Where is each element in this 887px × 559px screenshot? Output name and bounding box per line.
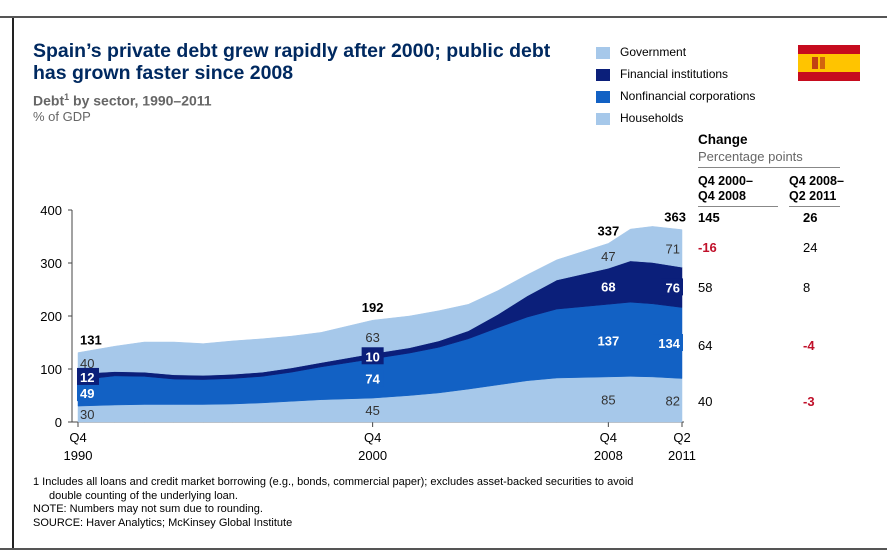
change-col1-line1: Q4 2000–	[698, 174, 753, 188]
label-box	[361, 347, 384, 365]
x-tick-label-line2: 2000	[358, 448, 387, 463]
segment-value-label: 49	[80, 386, 94, 401]
change-rule-top	[698, 167, 840, 168]
segment-value-label: 85	[601, 392, 615, 407]
change-value-col2: -3	[803, 394, 815, 409]
label-box	[653, 334, 683, 352]
change-subheading: Percentage points	[698, 149, 803, 164]
total-value-label: 192	[362, 300, 384, 315]
area-government	[77, 226, 683, 376]
segment-value-label: 63	[365, 330, 379, 345]
legend-label-financial-institutions: Financial institutions	[620, 67, 729, 81]
footnote-1: 1 Includes all loans and credit market b…	[33, 476, 634, 488]
y-tick-label: 0	[55, 415, 62, 430]
legend-label-nonfinancial-corporations: Nonfinancial corporations	[620, 89, 756, 103]
source-text: SOURCE: Haver Analytics; McKinsey Global…	[33, 516, 293, 529]
legend-swatch-government	[596, 47, 610, 59]
segment-value-label: 45	[365, 403, 379, 418]
segment-value-label: 30	[80, 407, 94, 422]
left-frame-border	[12, 18, 14, 548]
change-heading: Change	[698, 132, 748, 147]
total-value-label: 363	[664, 210, 686, 225]
segment-value-label: 68	[601, 279, 615, 294]
total-value-label: 131	[80, 333, 102, 348]
change-value-col2: 24	[803, 240, 817, 255]
segment-value-label: 47	[601, 249, 615, 264]
x-tick-label-line1: Q2	[673, 430, 690, 445]
segment-value-label: 82	[666, 393, 680, 408]
label-box	[361, 369, 384, 387]
note-text: NOTE: Numbers may not sum due to roundin…	[33, 503, 263, 515]
y-tick-label: 200	[40, 309, 62, 324]
segment-value-label: 74	[365, 372, 380, 387]
x-tick-label-line1: Q4	[600, 430, 617, 445]
legend-label-households: Households	[620, 111, 684, 125]
footnotes: 1 Includes all loans and credit market b…	[33, 476, 853, 530]
segment-value-label: 137	[597, 334, 619, 349]
change-col2-line2: Q2 2011	[789, 189, 837, 203]
y-tick-label: 100	[40, 362, 62, 377]
subtitle-main: Debt	[33, 92, 65, 109]
label-box	[77, 384, 99, 402]
total-value-label: 337	[597, 223, 619, 238]
area-layer	[77, 226, 683, 423]
label-box	[661, 278, 683, 296]
legend-swatch-nonfinancial-corporations	[596, 91, 610, 103]
x-tick-label-line2: 2011	[668, 448, 696, 463]
x-tick-label-line2: 2008	[594, 448, 623, 463]
footnote-1-continued: double counting of the underlying loan.	[49, 489, 238, 502]
change-value-col1: 40	[698, 394, 712, 409]
segment-value-label: 76	[666, 280, 680, 295]
segment-value-label: 134	[658, 336, 680, 351]
x-tick-label-line1: Q4	[364, 430, 381, 445]
chart-title: Spain’s private debt grew rapidly after …	[33, 40, 551, 84]
change-col2-line1: Q4 2008–	[789, 174, 844, 188]
subtitle-rest: by sector, 1990–2011	[69, 92, 212, 109]
change-value-col1: 58	[698, 280, 712, 295]
segment-value-label: 10	[365, 349, 379, 364]
y-tick-label: 300	[40, 256, 62, 271]
change-col2-heading: Q4 2008– Q2 2011	[789, 174, 844, 204]
change-col1-heading: Q4 2000– Q4 2008	[698, 174, 753, 204]
footnote-marker: 1	[64, 92, 70, 102]
chart-subtitle: Debt1 by sector, 1990–2011	[33, 92, 212, 109]
legend-swatch-households	[596, 113, 610, 125]
change-rule-col1	[698, 206, 778, 207]
unit-label: % of GDP	[33, 109, 91, 124]
change-value-col1: 64	[698, 338, 712, 353]
y-tick-label: 400	[40, 203, 62, 218]
change-value-col2: 8	[803, 280, 810, 295]
legend-label-government: Government	[620, 45, 687, 59]
change-value-col1: 145	[698, 210, 720, 225]
change-value-col2: -4	[803, 338, 815, 353]
legend-swatch-financial-institutions	[596, 69, 610, 81]
label-box	[77, 367, 99, 385]
change-rule-col2	[789, 206, 840, 207]
x-tick-label-line2: 1990	[64, 448, 93, 463]
change-value-col1: -16	[698, 240, 717, 255]
top-frame-border	[0, 0, 887, 18]
change-col1-line2: Q4 2008	[698, 189, 746, 203]
bottom-frame-border	[0, 548, 887, 550]
segment-value-label: 12	[80, 370, 94, 385]
change-table-values: 145 26 -16 24 58 8 64 -4 40 -3	[698, 210, 817, 409]
spain-flag-icon	[798, 45, 860, 81]
segment-value-label: 71	[666, 241, 680, 256]
change-value-col2: 26	[803, 210, 817, 225]
x-tick-label-line1: Q4	[69, 430, 86, 445]
segment-value-label: 40	[80, 356, 94, 371]
